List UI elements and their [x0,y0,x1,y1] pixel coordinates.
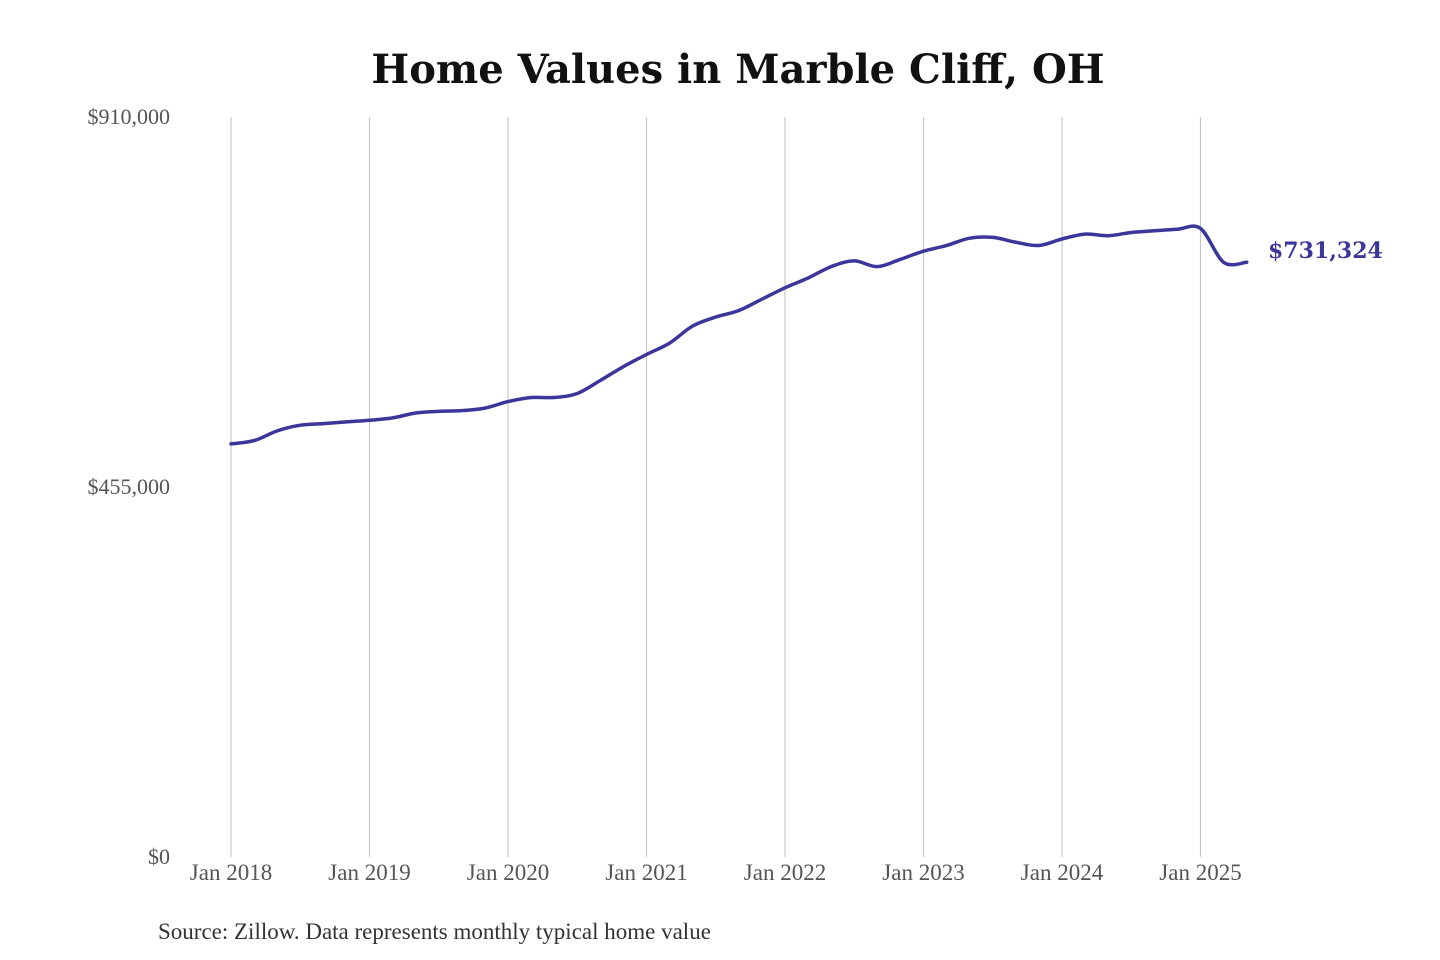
x-tick-label: Jan 2025 [1159,860,1241,885]
y-tick-label: $910,000 [88,104,171,129]
x-tick-label: Jan 2018 [190,860,272,885]
x-axis-ticks: Jan 2018 Jan 2019 Jan 2020 Jan 2021 Jan 2022… [190,860,1242,885]
x-tick-label: Jan 2022 [744,860,826,885]
source-note: Source: Zillow. Data represents monthly … [158,919,711,944]
end-value-label: $731,324 [1268,238,1383,264]
y-tick-label: $0 [148,844,170,869]
x-tick-label: Jan 2019 [328,860,410,885]
gridlines [230,117,1202,857]
x-tick-label: Jan 2023 [882,860,964,885]
series-line [229,224,1249,446]
x-tick-label: Jan 2021 [605,860,687,885]
chart-title: Home Values in Marble Cliff, OH [371,46,1104,93]
x-tick-label: Jan 2020 [467,860,549,885]
y-tick-label: $455,000 [88,474,171,499]
x-tick-label: Jan 2024 [1021,860,1104,885]
y-axis-ticks: $0 $455,000 $910,000 [88,104,171,869]
